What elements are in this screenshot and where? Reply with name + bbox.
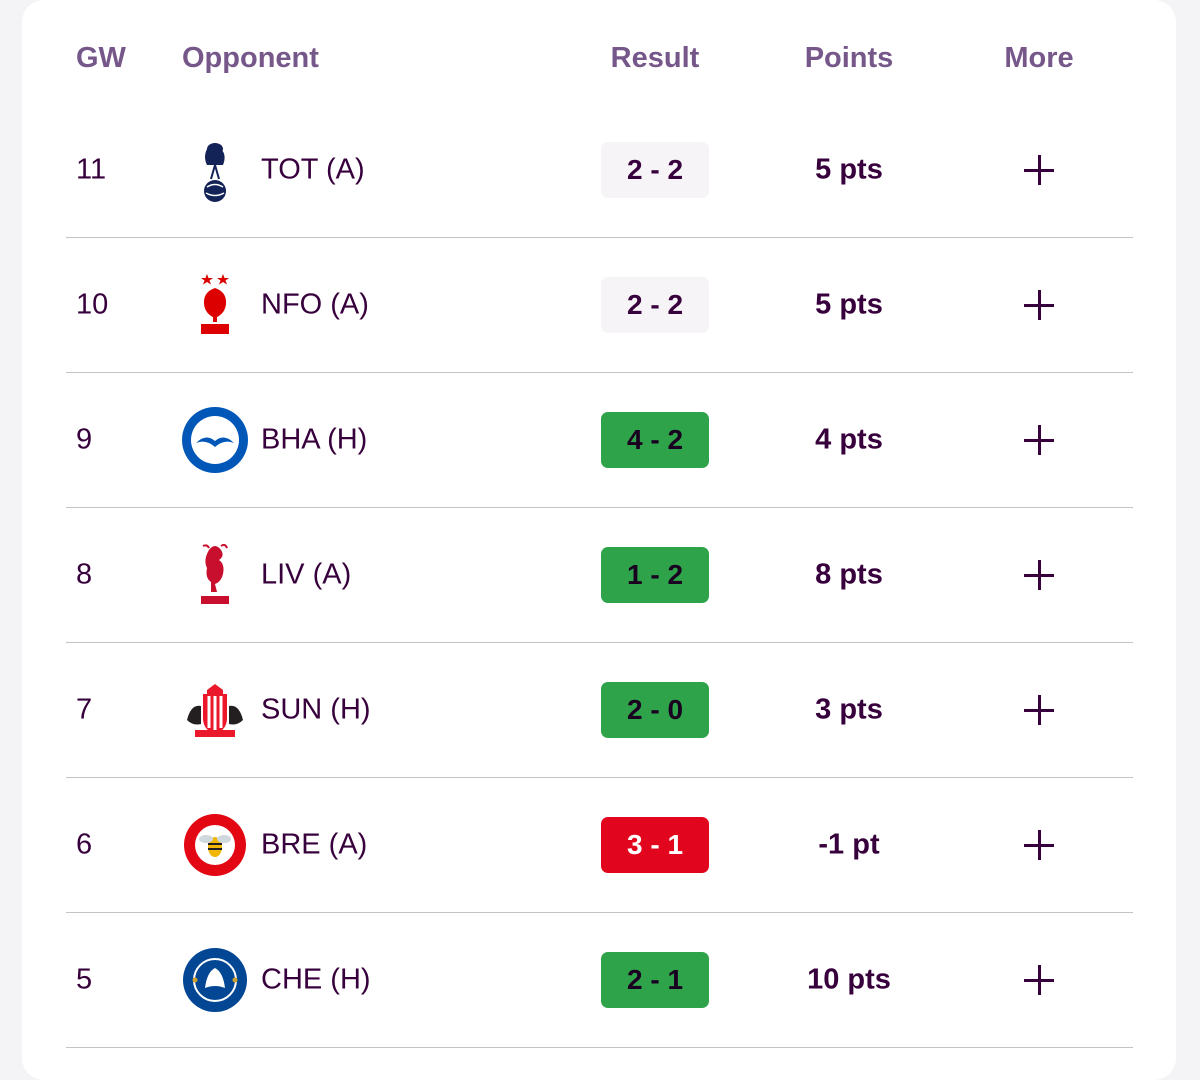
header-points: Points [804,42,894,74]
points-value: 8 pts [815,558,883,591]
gameweek-number: 11 [76,153,107,186]
gameweek-number: 6 [76,828,93,861]
points-value: 5 pts [815,288,883,321]
header-result: Result [610,42,700,74]
expand-plus-icon[interactable] [1021,692,1057,728]
expand-plus-icon[interactable] [1021,827,1057,863]
nottingham-forest-crest-icon [180,270,250,340]
result-badge: 1 - 2 [601,547,709,603]
gameweek-history-card: GW Opponent Result Points More 11 TOT (A… [22,0,1176,1080]
table-row: 10 NFO (A) 2 - 2 5 pts [66,238,1133,373]
result-badge: 3 - 1 [601,817,709,873]
header-gw: GW [76,42,126,74]
table-row: 9 BHA (H) 4 - 2 4 pts [66,373,1133,508]
header-opponent: Opponent [182,42,319,74]
brentford-crest-icon [180,810,250,880]
opponent-name: NFO (A) [261,288,369,321]
expand-plus-icon[interactable] [1021,557,1057,593]
expand-plus-icon[interactable] [1021,962,1057,998]
table-header: GW Opponent Result Points More [22,0,1176,124]
table-row: 11 TOT (A) 2 - 2 5 pts [66,103,1133,238]
table-row: 8 LIV (A) 1 - 2 8 pts [66,508,1133,643]
points-value: 10 pts [807,963,891,996]
expand-plus-icon[interactable] [1021,287,1057,323]
table-row: 6 BRE (A) 3 - 1 -1 pt [66,778,1133,913]
brighton-crest-icon [180,405,250,475]
gameweek-number: 7 [76,693,93,726]
opponent-name: SUN (H) [261,693,371,726]
tottenham-crest-icon [180,135,250,205]
liverpool-crest-icon [180,540,250,610]
opponent-name: LIV (A) [261,558,352,591]
points-value: -1 pt [818,828,880,861]
opponent-name: CHE (H) [261,963,371,996]
points-value: 5 pts [815,153,883,186]
expand-plus-icon[interactable] [1021,152,1057,188]
table-row: 7 SUN (H) 2 - 0 3 pts [66,643,1133,778]
result-badge: 2 - 2 [601,142,709,198]
opponent-name: BHA (H) [261,423,368,456]
sunderland-crest-icon [180,675,250,745]
header-more: More [1004,42,1074,74]
expand-plus-icon[interactable] [1021,422,1057,458]
opponent-name: BRE (A) [261,828,368,861]
result-badge: 4 - 2 [601,412,709,468]
result-badge: 2 - 0 [601,682,709,738]
gameweek-number: 10 [76,288,109,321]
gameweek-number: 9 [76,423,93,456]
result-badge: 2 - 2 [601,277,709,333]
gameweek-number: 8 [76,558,93,591]
chelsea-crest-icon [180,945,250,1015]
gameweek-number: 5 [76,963,93,996]
opponent-name: TOT (A) [261,153,365,186]
points-value: 3 pts [815,693,883,726]
points-value: 4 pts [815,423,883,456]
table-row: 5 CHE (H) 2 - 1 10 pts [66,913,1133,1048]
result-badge: 2 - 1 [601,952,709,1008]
